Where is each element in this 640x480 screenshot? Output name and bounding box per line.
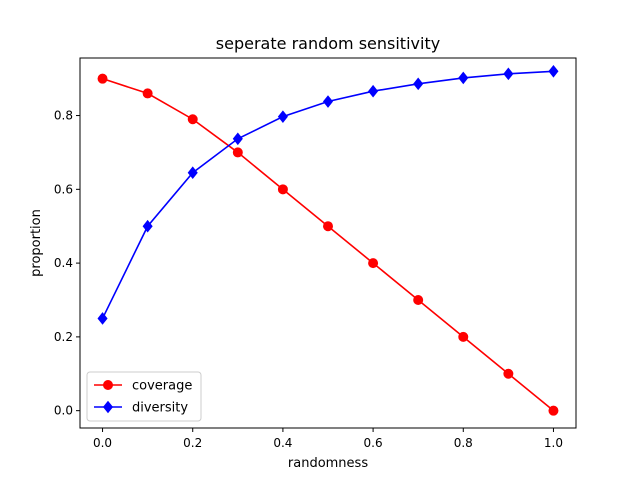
diversity-point [187, 166, 198, 180]
legend-marker-coverage [103, 380, 113, 390]
x-tick-label: 0.8 [454, 436, 473, 450]
coverage-point [548, 405, 559, 416]
diversity-line [101, 70, 554, 319]
coverage-point [142, 88, 153, 99]
diversity-point [97, 312, 108, 325]
diversity-point [142, 219, 153, 233]
x-tick-label: 0.2 [183, 436, 202, 450]
plot-frame [79, 57, 577, 429]
coverage-point [277, 184, 288, 195]
diversity-point [413, 77, 424, 91]
coverage-point [323, 221, 333, 232]
y-axis-label: proportion [29, 209, 44, 277]
coverage-point [458, 331, 469, 342]
x-tick-label: 0.6 [364, 436, 383, 450]
diversity-point [322, 95, 334, 108]
y-tick-label: 0.4 [54, 256, 73, 270]
legend-label-diversity: diversity [132, 401, 188, 416]
x-tick-label: 1.0 [544, 436, 563, 450]
x-axis-label: randomness [288, 456, 368, 471]
coverage-point [97, 73, 108, 84]
x-tick-label: 0.4 [273, 436, 292, 450]
coverage-line [102, 77, 554, 412]
legend: coverage diversity [86, 371, 202, 422]
y-tick-label: 0.6 [54, 182, 73, 196]
y-tick-label: 0.0 [54, 404, 73, 418]
coverage-point [368, 258, 379, 269]
legend-marker-diversity [102, 400, 114, 414]
coverage-point [413, 294, 424, 305]
chart-title: seperate random sensitivity [216, 34, 440, 53]
plot-area [97, 64, 559, 416]
diversity-point [232, 132, 243, 146]
diversity-point [548, 64, 559, 78]
coverage-point [232, 147, 243, 158]
diversity-point [503, 67, 514, 81]
coverage-point [503, 368, 514, 379]
legend-label-coverage: coverage [132, 379, 192, 394]
y-tick-label: 0.8 [54, 109, 73, 123]
diversity-point [458, 71, 469, 85]
diversity-point [277, 110, 288, 123]
diversity-point [368, 84, 379, 98]
coverage-point [187, 114, 198, 125]
x-tick-label: 0.0 [93, 436, 112, 450]
y-tick-label: 0.2 [54, 330, 73, 344]
